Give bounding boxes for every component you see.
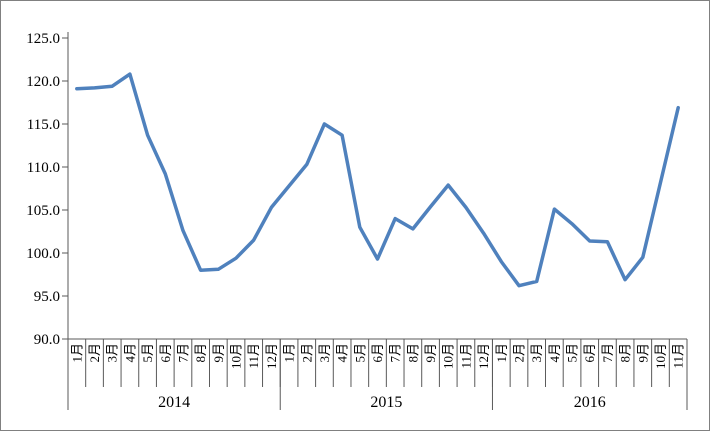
month-tick-label: 4月 [547,343,562,363]
month-tick-label: 8月 [193,343,208,363]
data-series-line [75,72,680,288]
month-tick-label: 8月 [405,343,420,363]
month-tick-label: 1月 [494,343,509,363]
month-tick-label: 10月 [229,343,244,369]
month-tick-label: 7月 [388,343,403,363]
month-tick-label: 12月 [264,343,279,369]
month-tick-label: 6月 [370,343,385,363]
month-tick-label: 3月 [105,343,120,363]
month-tick-label: 1月 [282,343,297,363]
month-tick-label: 5月 [352,343,367,363]
month-tick-label: 3月 [529,343,544,363]
month-tick-label: 3月 [317,343,332,363]
y-axis-tick-label: 95.0 [34,289,60,305]
month-tick-label: 11月 [246,343,261,369]
y-axis-tick-label: 110.0 [27,160,60,176]
month-tick-label: 11月 [671,343,686,369]
year-label: 2016 [574,394,606,411]
month-tick-label: 2月 [299,343,314,363]
month-tick-label: 2月 [511,343,526,363]
month-tick-label: 9月 [635,343,650,363]
month-tick-label: 6月 [158,343,173,363]
month-tick-label: 10月 [653,343,668,369]
month-tick-label: 7月 [600,343,615,363]
month-tick-label: 4月 [122,343,137,363]
month-tick-label: 11月 [458,343,473,369]
y-axis-tick-label: 105.0 [26,203,60,219]
month-tick-label: 9月 [423,343,438,363]
month-tick-label: 5月 [140,343,155,363]
month-tick-label: 6月 [582,343,597,363]
month-tick-label: 2月 [87,343,102,363]
y-axis-tick-label: 120.0 [26,74,60,90]
y-axis-tick-label: 100.0 [26,246,60,262]
y-axis-tick-label: 90.0 [34,332,60,348]
month-tick-label: 4月 [335,343,350,363]
year-label: 2015 [370,394,402,411]
month-tick-label: 8月 [618,343,633,363]
y-axis-tick-label: 125.0 [26,31,60,47]
month-tick-label: 7月 [175,343,190,363]
y-axis-tick-label: 115.0 [27,117,60,133]
month-tick-label: 9月 [211,343,226,363]
year-label: 2014 [158,394,190,411]
month-tick-label: 1月 [69,343,84,363]
month-tick-label: 5月 [565,343,580,363]
month-tick-label: 12月 [476,343,491,369]
month-tick-label: 10月 [441,343,456,369]
